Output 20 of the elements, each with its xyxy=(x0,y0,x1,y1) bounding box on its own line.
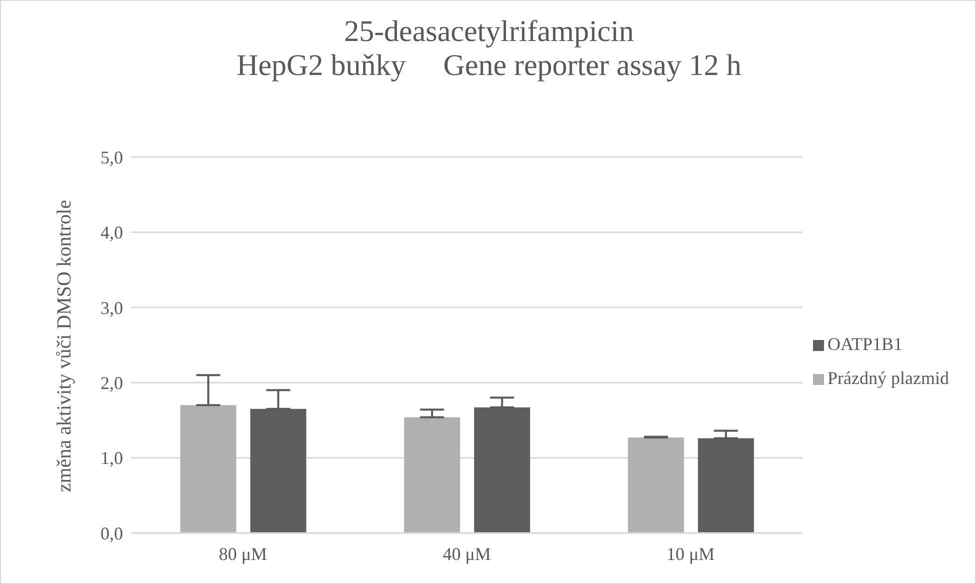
bar xyxy=(404,417,460,533)
x-tick-label: 40 μM xyxy=(442,544,491,564)
y-tick-label: 0,0 xyxy=(100,523,123,544)
y-tick-label: 1,0 xyxy=(100,448,123,468)
x-tick-label: 80 μM xyxy=(218,544,267,564)
bar xyxy=(698,438,754,533)
y-axis-title: změna aktivity vůči DMSO kontrole xyxy=(54,200,76,492)
legend-label: OATP1B1 xyxy=(828,334,903,354)
chart-subtitle: HepG2 buňky Gene reporter assay 12 h xyxy=(236,49,742,83)
bar xyxy=(250,408,306,533)
y-tick-label: 5,0 xyxy=(100,147,123,168)
legend-label: Prázdný plazmid xyxy=(828,368,949,388)
bar xyxy=(628,437,684,533)
chart-title: 25-deasacetylrifampicin xyxy=(343,15,635,49)
y-tick-label: 4,0 xyxy=(100,222,123,243)
x-tick-label: 10 μM xyxy=(666,544,715,564)
y-tick-label: 3,0 xyxy=(100,298,123,318)
bar xyxy=(474,407,530,533)
bar xyxy=(180,405,236,533)
y-tick-label: 2,0 xyxy=(100,372,123,393)
